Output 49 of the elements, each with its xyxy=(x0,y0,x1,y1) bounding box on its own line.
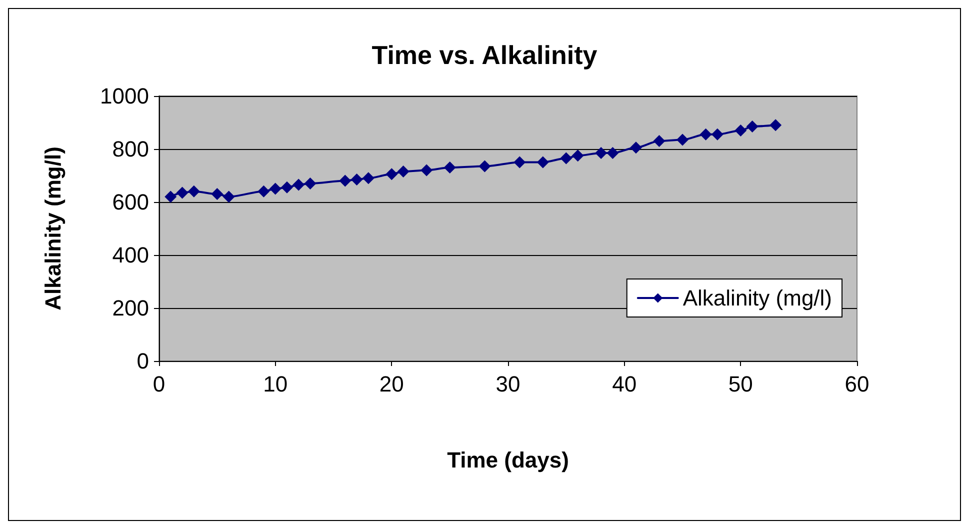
point xyxy=(676,134,688,146)
point xyxy=(734,124,747,136)
point xyxy=(711,128,724,140)
y-axis-title: Alkalinity (mg/l) xyxy=(40,146,66,310)
point xyxy=(222,190,235,203)
x-tick-label: 30 xyxy=(496,372,520,396)
point xyxy=(514,156,526,168)
point xyxy=(572,150,584,162)
y-tick-label: 1000 xyxy=(100,84,149,108)
point xyxy=(164,190,177,203)
point xyxy=(560,152,572,164)
point xyxy=(339,174,352,187)
point xyxy=(292,178,305,191)
y-tick-label: 800 xyxy=(112,136,149,162)
point xyxy=(478,160,491,172)
point xyxy=(746,120,758,132)
y-tick-label: 400 xyxy=(112,242,149,268)
x-tick-label: 40 xyxy=(612,372,637,396)
point xyxy=(397,166,410,178)
x-tick-label: 60 xyxy=(844,372,870,396)
point xyxy=(362,172,374,184)
x-axis-title: Time (days) xyxy=(447,448,569,472)
x-tick-label: 50 xyxy=(728,372,753,396)
point xyxy=(258,185,270,198)
point xyxy=(653,135,666,148)
y-tick-label: 600 xyxy=(112,190,149,214)
x-tick-label: 20 xyxy=(379,372,404,396)
point xyxy=(536,156,549,168)
point xyxy=(176,186,188,199)
chart-title: Time vs. Alkalinity xyxy=(372,40,598,70)
point xyxy=(386,168,398,180)
point xyxy=(420,164,433,176)
x-tick-label: 0 xyxy=(152,372,166,396)
point xyxy=(269,182,282,195)
point xyxy=(595,146,608,159)
point xyxy=(188,185,200,198)
point xyxy=(444,162,456,174)
point xyxy=(700,128,712,140)
point xyxy=(304,177,316,190)
legend-label: Alkalinity (mg/l) xyxy=(682,286,832,310)
x-tick-label: 10 xyxy=(263,372,288,396)
y-tick-label: 0 xyxy=(136,348,149,374)
point xyxy=(211,188,224,200)
point xyxy=(630,142,642,154)
point xyxy=(280,181,293,194)
y-tick-label: 200 xyxy=(112,296,149,320)
point xyxy=(770,119,782,132)
point xyxy=(606,146,619,159)
point xyxy=(350,173,363,186)
